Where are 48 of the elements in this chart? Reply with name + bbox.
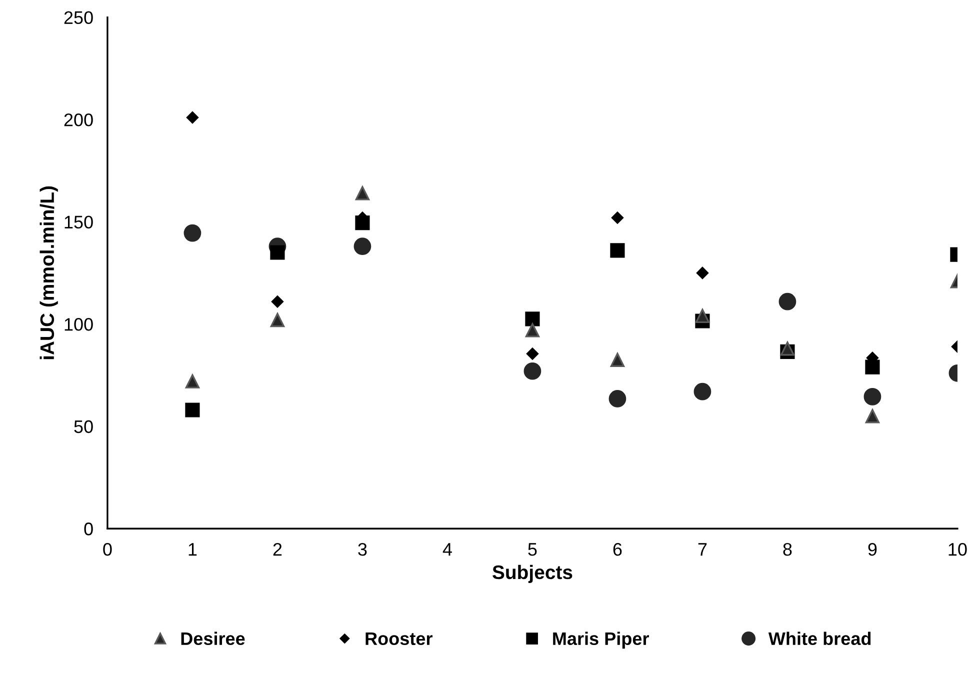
point (355, 186, 370, 200)
x-tick-label: 7 (698, 543, 707, 556)
y-tick-label: 50 (74, 420, 93, 434)
point (525, 323, 540, 338)
legend-label: Rooster (366, 632, 432, 646)
point (780, 342, 795, 356)
point (186, 111, 199, 124)
point (524, 362, 542, 380)
y-tick-label: 250 (64, 11, 93, 24)
y-tick-label: 100 (64, 318, 93, 331)
point (184, 224, 202, 242)
y-tick-label: 200 (64, 113, 93, 126)
point (608, 390, 626, 408)
x-tick-label: 5 (528, 543, 537, 556)
point (695, 308, 710, 323)
x-tick-label: 6 (613, 542, 622, 556)
point (610, 243, 625, 258)
x-tick-label: 8 (783, 542, 792, 556)
x-tick-label: 4 (442, 543, 452, 556)
x-tick-label: 3 (358, 542, 367, 556)
point (778, 292, 796, 310)
x-tick-label: 9 (868, 542, 877, 556)
point (696, 266, 709, 280)
legend-label: Maris Piper (553, 632, 649, 649)
point (864, 388, 882, 406)
point (865, 360, 880, 374)
x-axis-title: Subjects (492, 564, 572, 584)
point (185, 374, 200, 388)
legend-label: Desiree (181, 632, 245, 646)
point (610, 352, 625, 367)
x-tick-label: 2 (273, 542, 282, 556)
y-tick-label: 0 (84, 522, 93, 536)
point (270, 245, 285, 260)
point (185, 402, 200, 418)
point (525, 312, 540, 326)
point (865, 409, 880, 424)
y-tick-label: 150 (64, 216, 93, 229)
x-tick-label: 1 (188, 543, 197, 556)
point (611, 211, 624, 224)
point (270, 312, 285, 328)
y-axis-title: iAUC (mmol.min/L) (40, 186, 58, 360)
x-tick-label: 0 (103, 542, 112, 556)
point (694, 382, 712, 400)
point (354, 238, 372, 256)
legend-label: White bread (768, 632, 871, 646)
x-tick-label: 10 (948, 542, 967, 556)
point (526, 347, 539, 360)
point (271, 295, 284, 308)
